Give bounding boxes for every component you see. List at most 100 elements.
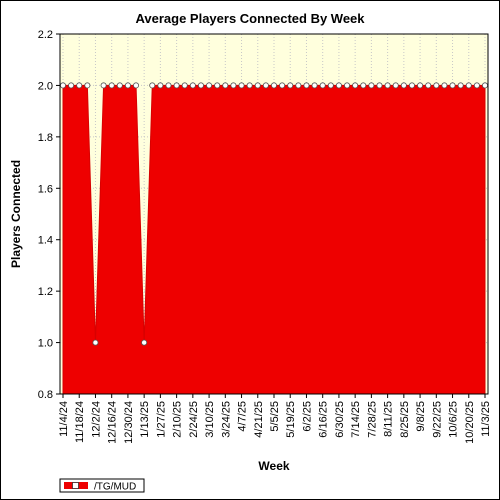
x-tick-label: 2/10/25 [172,401,184,438]
data-point [173,82,180,89]
legend-label: /TG/MUD [94,482,136,493]
data-point [108,82,115,89]
x-tick-label: 11/3/25 [480,401,492,437]
x-tick-label: 1/13/25 [139,401,151,438]
data-point [408,82,415,89]
x-tick-label: 9/8/25 [415,401,427,432]
y-tick-label: 1.0 [38,338,53,350]
data-point [465,82,472,89]
data-point [100,82,107,89]
x-tick-label: 11/4/24 [58,401,70,437]
data-point [392,82,399,89]
x-tick-label: 8/25/25 [399,401,411,438]
x-tick-label: 5/19/25 [285,401,297,438]
data-point [457,82,464,89]
data-point [279,82,286,89]
x-tick-label: 7/28/25 [366,401,378,438]
legend-swatch-marker [72,482,79,489]
data-point [481,82,488,89]
data-point [344,82,351,89]
x-tick-label: 12/16/24 [107,401,119,444]
x-tick-label: 12/2/24 [90,401,102,438]
data-point [433,82,440,89]
data-point [246,82,253,89]
data-point [92,339,99,346]
data-point [441,82,448,89]
y-tick-label: 1.6 [38,183,53,195]
x-tick-label: 6/16/25 [318,401,330,438]
y-tick-label: 2.2 [38,29,53,41]
data-point [141,339,148,346]
x-tick-label: 9/22/25 [431,401,443,438]
data-point [189,82,196,89]
y-tick-label: 1.8 [38,132,53,144]
data-point [238,82,245,89]
data-point [449,82,456,89]
data-point [303,82,310,89]
legend: /TG/MUD [59,478,145,493]
x-tick-label: 3/10/25 [204,401,216,438]
x-tick-label: 3/24/25 [220,401,232,438]
chart-title: Average Players Connected By Week [135,11,365,26]
data-point [206,82,213,89]
data-point [149,82,156,89]
data-point [254,82,261,89]
data-point [197,82,204,89]
series-area [62,84,486,395]
data-point [287,82,294,89]
legend-swatch [64,482,88,489]
y-tick-label: 1.4 [38,235,53,247]
y-tick-label: 2.0 [38,80,53,92]
data-point [311,82,318,89]
data-point [368,82,375,89]
x-tick-label: 7/14/25 [350,401,362,438]
data-point [327,82,334,89]
data-point [360,82,367,89]
x-tick-label: 11/18/24 [74,401,86,443]
data-point [473,82,480,89]
data-point [165,82,172,89]
data-point [295,82,302,89]
data-point [425,82,432,89]
x-tick-label: 5/5/25 [269,401,281,432]
data-point [384,82,391,89]
data-point [124,82,131,89]
data-point [335,82,342,89]
data-point [230,82,237,89]
data-point [270,82,277,89]
x-tick-label: 4/21/25 [253,401,265,438]
data-point [319,82,326,89]
x-tick-label: 4/7/25 [237,401,249,432]
x-tick-label: 1/27/25 [155,401,167,438]
data-point [116,82,123,89]
data-point [352,82,359,89]
data-point [157,82,164,89]
x-axis-label: Week [258,459,289,473]
data-point [400,82,407,89]
data-point [76,82,83,89]
data-point [222,82,229,89]
x-tick-label: 6/2/25 [301,401,313,432]
data-point [262,82,269,89]
data-point [376,82,383,89]
data-point [84,82,91,89]
x-tick-label: 10/20/25 [464,401,476,444]
data-point [60,82,67,89]
data-point [133,82,140,89]
data-point [181,82,188,89]
data-point [417,82,424,89]
plot-area: 0.8 1.0 1.2 1.4 1.6 1.8 2.0 2.2 11/4/24 11/18/24 1… [38,29,492,444]
x-tick-label: 6/30/25 [334,401,346,438]
y-tick-label: 1.2 [38,286,53,298]
legend-box [59,478,145,493]
x-tick-label: 8/11/25 [383,401,395,437]
x-tick-label: 10/6/25 [448,401,460,438]
x-tick-label: 12/30/24 [123,401,135,444]
x-tick-label: 2/24/25 [188,401,200,438]
data-point [214,82,221,89]
y-tick-label: 0.8 [38,389,53,401]
y-axis-label: Players Connected [9,160,23,268]
data-point [68,82,75,89]
